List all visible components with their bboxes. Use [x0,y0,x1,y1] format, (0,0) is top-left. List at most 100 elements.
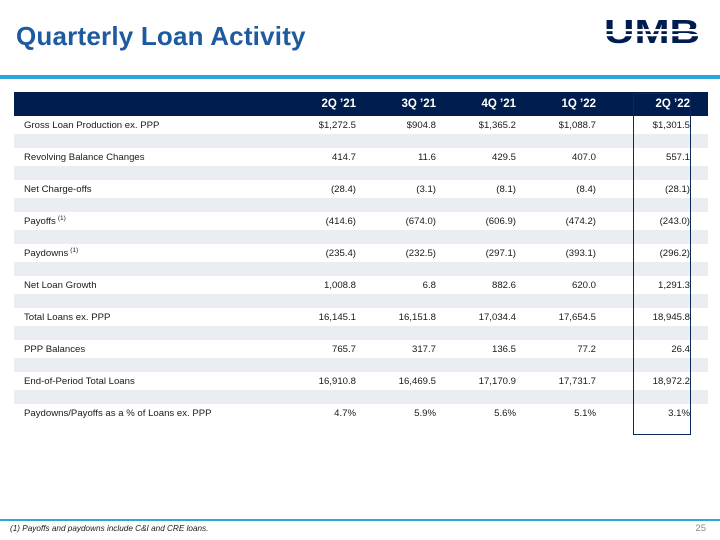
table-row: Total Loans ex. PPP 16,145.1 16,151.8 17,03… [14,308,708,326]
table-cell: 17,170.9 [478,375,516,387]
row-label-text: Paydowns/Payoffs as a % of Loans ex. PPP [24,407,212,419]
column-header: 2Q ’21 [321,98,356,110]
spacer-cell [14,390,708,404]
spacer-row [14,166,708,180]
table-cell: 17,731.7 [558,375,596,387]
spacer-row [14,326,708,340]
table-header-row: 2Q ’21 3Q ’21 4Q ’21 1Q ’22 2Q ’22 [14,92,708,116]
table-cell: 26.4 [671,343,690,355]
table-cell: 1,008.8 [323,279,356,291]
table-cell: 407.0 [571,151,596,163]
table-cell: 5.9% [414,407,436,419]
spacer-row [14,230,708,244]
row-label: Payoffs (1) [14,212,284,230]
table-cell: 3.1% [668,407,690,419]
row-label-text: Gross Loan Production ex. PPP [24,119,160,131]
row-label: Revolving Balance Changes [14,148,284,166]
table-cell: (28.1) [664,183,690,195]
spacer-row [14,294,708,308]
table-row: Paydowns/Payoffs as a % of Loans ex. PPP… [14,404,708,422]
spacer-row [14,358,708,372]
table-cell: (414.6) [325,215,356,227]
row-label: End-of-Period Total Loans [14,372,284,390]
row-label-text: Net Loan Growth [24,279,97,291]
table-cell: 11.6 [418,151,436,163]
table-cell: 17,034.4 [478,311,516,323]
row-label: Paydowns/Payoffs as a % of Loans ex. PPP [14,404,284,422]
table-cell: (28.4) [330,183,356,195]
row-label-text: Net Charge-offs [24,183,92,195]
table-cell: (297.1) [485,247,516,259]
table-cell: $1,365.2 [478,119,516,131]
table-cell: (8.1) [496,183,516,195]
table-cell: $904.8 [406,119,436,131]
table-cell: 18,945.8 [652,311,690,323]
table-cell: (235.4) [325,247,356,259]
table-row: End-of-Period Total Loans 16,910.8 16,469.… [14,372,708,390]
table-cell: 6.8 [422,279,436,291]
table-cell: 557.1 [665,151,690,163]
row-label: Total Loans ex. PPP [14,308,284,326]
footnote-marker: (1) [57,215,66,222]
table-row: PPP Balances 765.7 317.7 136.5 77.2 26.4 [14,340,708,358]
column-header: 4Q ’21 [481,98,516,110]
row-label: Gross Loan Production ex. PPP [14,116,284,134]
table-cell: 317.7 [411,343,436,355]
footnote-marker: (1) [70,247,79,254]
spacer-row [14,198,708,212]
table-cell: (296.2) [659,247,690,259]
table-cell: 136.5 [491,343,516,355]
table-cell: (232.5) [405,247,436,259]
table-cell: 620.0 [571,279,596,291]
table-cell: (474.2) [565,215,596,227]
table-cell: 77.2 [577,343,596,355]
table-cell: 16,469.5 [398,375,436,387]
table-row: Net Loan Growth 1,008.8 6.8 882.6 620.0 1,291… [14,276,708,294]
spacer-cell [14,198,708,212]
row-label-text: PPP Balances [24,343,86,355]
page-title: Quarterly Loan Activity [16,21,306,51]
table-row: Paydowns (1) (235.4) (232.5) (297.1) (393.1) (… [14,244,708,262]
table-row: Revolving Balance Changes 414.7 11.6 429.5 4… [14,148,708,166]
row-label-text: Total Loans ex. PPP [24,311,111,323]
header-divider [0,75,720,79]
footnote: (1) Payoffs and paydowns include C&I and… [10,524,209,533]
table-cell: 5.1% [574,407,596,419]
table-row: Net Charge-offs (28.4) (3.1) (8.1) (8.4) (28.… [14,180,708,198]
column-header: 2Q ’22 [655,98,690,110]
table-cell: 4.7% [334,407,356,419]
table-cell: 429.5 [491,151,516,163]
spacer-cell [14,262,708,276]
row-label-text: Paydowns [24,248,69,259]
table-cell: 16,910.8 [318,375,356,387]
row-label-text: Revolving Balance Changes [24,151,145,163]
table-cell: 1,291.3 [657,279,690,291]
table-cell: (243.0) [659,215,690,227]
row-label-text: Payoffs [24,216,56,227]
table-body: Gross Loan Production ex. PPP $1,272.5 $90… [14,116,708,422]
table-row: Gross Loan Production ex. PPP $1,272.5 $90… [14,116,708,134]
table-cell: 16,145.1 [318,311,356,323]
row-label: Net Charge-offs [14,180,284,198]
table-cell: $1,088.7 [558,119,596,131]
page-number: 25 [695,523,706,534]
spacer-row [14,390,708,404]
column-header: 3Q ’21 [401,98,436,110]
spacer-cell [14,166,708,180]
footer-divider [0,519,720,521]
table-row: Payoffs (1) (414.6) (674.0) (606.9) (474.2) (2… [14,212,708,230]
spacer-cell [14,294,708,308]
row-label: Net Loan Growth [14,276,284,294]
spacer-cell [14,358,708,372]
row-label: Paydowns (1) [14,244,284,262]
row-label-text: End-of-Period Total Loans [24,375,135,387]
table-cell: (8.4) [576,183,596,195]
table-cell: 765.7 [331,343,356,355]
table-cell: 5.6% [494,407,516,419]
table-cell: (3.1) [416,183,436,195]
table-cell: $1,301.5 [652,119,690,131]
table-cell: 414.7 [331,151,356,163]
loan-activity-table-container: 2Q ’21 3Q ’21 4Q ’21 1Q ’22 2Q ’22 Gross… [14,92,708,422]
table-cell: 17,654.5 [558,311,596,323]
spacer-cell [14,326,708,340]
